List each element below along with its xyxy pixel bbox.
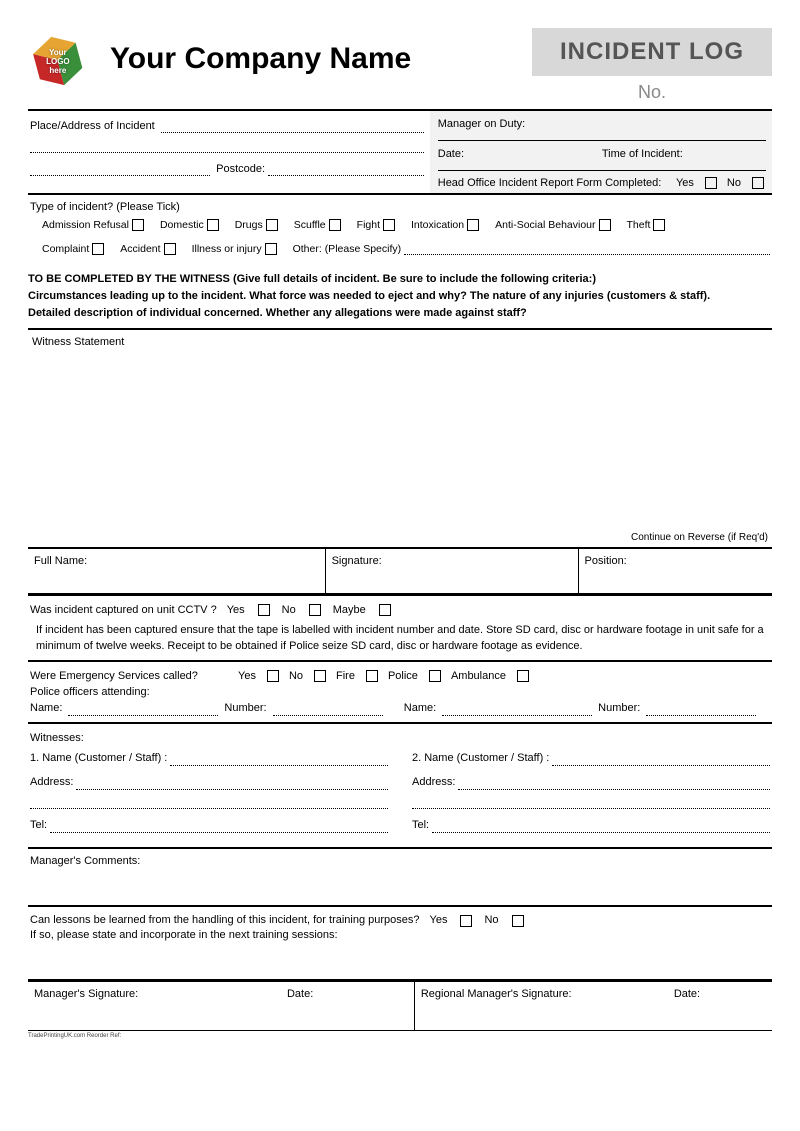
head-office-no-checkbox[interactable] (752, 177, 764, 189)
emergency-question: Were Emergency Services called? (30, 668, 230, 684)
lessons-question: Can lessons be learned from the handling… (30, 913, 420, 928)
scuffle-checkbox[interactable] (329, 219, 341, 231)
incident-number-label: No. (532, 76, 772, 103)
signature-row: Manager's Signature: Date: Regional Mana… (28, 980, 772, 1031)
incident-title-box: INCIDENT LOG No. (532, 28, 772, 103)
emerg-fire-checkbox[interactable] (366, 670, 378, 682)
lessons-yes-checkbox[interactable] (460, 915, 472, 927)
other-label: Other: (Please Specify) (293, 243, 402, 255)
full-name-field[interactable]: Full Name: (28, 549, 326, 593)
place-input[interactable] (161, 122, 424, 133)
place-label: Place/Address of Incident (30, 119, 155, 133)
footer-reference: TradePrintingUK.com Reorder Ref: (28, 1033, 772, 1039)
anti-social-checkbox[interactable] (599, 219, 611, 231)
incident-banner: INCIDENT LOG (532, 28, 772, 76)
intoxication-checkbox[interactable] (467, 219, 479, 231)
emerg-no-checkbox[interactable] (314, 670, 326, 682)
theft-checkbox[interactable] (653, 219, 665, 231)
place-address-block: Place/Address of Incident Postcode: (28, 111, 430, 193)
officer1-number-input[interactable] (273, 705, 383, 716)
officer2-name-input[interactable] (442, 705, 592, 716)
domestic-checkbox[interactable] (207, 219, 219, 231)
lessons-sub-label: If so, please state and incorporate in t… (30, 928, 770, 943)
emergency-section: Were Emergency Services called? Yes No F… (28, 660, 772, 722)
header: Your LOGO here Your Company Name INCIDEN… (28, 28, 772, 103)
complaint-checkbox[interactable] (92, 243, 104, 255)
accident-checkbox[interactable] (164, 243, 176, 255)
lessons-no-checkbox[interactable] (512, 915, 524, 927)
address-line2-input[interactable] (30, 142, 424, 153)
continue-reverse-label: Continue on Reverse (if Req'd) (631, 532, 768, 543)
witness-statement-box[interactable]: Witness Statement Continue on Reverse (i… (28, 328, 772, 548)
witness-instructions: TO BE COMPLETED BY THE WITNESS (Give ful… (28, 267, 772, 328)
illness-checkbox[interactable] (265, 243, 277, 255)
logo-text: Your LOGO here (28, 48, 88, 75)
officer2-number-input[interactable] (646, 705, 756, 716)
signature-field[interactable]: Signature: (326, 549, 579, 593)
head-office-label: Head Office Incident Report Form Complet… (438, 177, 662, 189)
officer1-name-input[interactable] (68, 705, 218, 716)
witness1-address-input[interactable] (76, 779, 388, 790)
police-attending-label: Police officers attending: (30, 684, 770, 700)
no-label: No (727, 177, 741, 189)
emerg-police-checkbox[interactable] (429, 670, 441, 682)
manager-date-field[interactable]: Date: (281, 982, 415, 1030)
witness1-name-input[interactable] (170, 755, 388, 766)
type-row-2: Complaint Accident Illness or injury Oth… (30, 237, 770, 261)
name-signature-row: Full Name: Signature: Position: (28, 548, 772, 594)
incident-type-section: Type of incident? (Please Tick) Admissio… (28, 193, 772, 267)
witness1-tel-input[interactable] (50, 822, 388, 833)
witness2-address-input[interactable] (458, 779, 770, 790)
witness2-name-input[interactable] (552, 755, 770, 766)
emerg-yes-checkbox[interactable] (267, 670, 279, 682)
lessons-section: Can lessons be learned from the handling… (28, 905, 772, 980)
cctv-maybe-checkbox[interactable] (379, 604, 391, 616)
type-row-1: Admission Refusal Domestic Drugs Scuffle… (30, 213, 770, 237)
postcode-input[interactable] (268, 165, 424, 176)
fight-checkbox[interactable] (383, 219, 395, 231)
company-name: Your Company Name (110, 42, 532, 76)
manager-signature-field[interactable]: Manager's Signature: (28, 982, 281, 1030)
cctv-note: If incident has been captured ensure tha… (30, 618, 770, 654)
head-office-yes-checkbox[interactable] (705, 177, 717, 189)
regional-date-field[interactable]: Date: (668, 982, 772, 1030)
date-label: Date: (438, 147, 602, 161)
witnesses-title: Witnesses: (30, 730, 770, 746)
manager-comments-box[interactable]: Manager's Comments: (28, 847, 772, 905)
witness2-tel-input[interactable] (432, 822, 770, 833)
cctv-yes-checkbox[interactable] (258, 604, 270, 616)
witness2-address2-input[interactable] (412, 798, 770, 809)
type-title: Type of incident? (Please Tick) (30, 201, 770, 213)
manager-on-duty-label: Manager on Duty: (438, 117, 766, 131)
manager-info-block: Manager on Duty: Date: Time of Incident:… (430, 111, 772, 193)
postcode-label: Postcode: (216, 162, 265, 176)
witnesses-section: Witnesses: 1. Name (Customer / Staff) : … (28, 722, 772, 847)
manager-comments-label: Manager's Comments: (30, 855, 770, 867)
top-info-grid: Place/Address of Incident Postcode: Mana… (28, 109, 772, 193)
other-specify-input[interactable] (404, 244, 770, 255)
yes-label: Yes (676, 177, 694, 189)
drugs-checkbox[interactable] (266, 219, 278, 231)
witness-statement-label: Witness Statement (32, 336, 768, 348)
cctv-section: Was incident captured on unit CCTV ? Yes… (28, 594, 772, 660)
cctv-question: Was incident captured on unit CCTV ? (30, 602, 217, 618)
company-logo: Your LOGO here (21, 25, 94, 98)
admission-refusal-checkbox[interactable] (132, 219, 144, 231)
position-field[interactable]: Position: (579, 549, 772, 593)
cctv-no-checkbox[interactable] (309, 604, 321, 616)
emerg-ambulance-checkbox[interactable] (517, 670, 529, 682)
time-label: Time of Incident: (602, 147, 683, 161)
witness1-address2-input[interactable] (30, 798, 388, 809)
address-line3-input[interactable] (30, 165, 210, 176)
incident-log-form: Your LOGO here Your Company Name INCIDEN… (0, 0, 800, 1131)
regional-signature-field[interactable]: Regional Manager's Signature: (415, 982, 668, 1030)
